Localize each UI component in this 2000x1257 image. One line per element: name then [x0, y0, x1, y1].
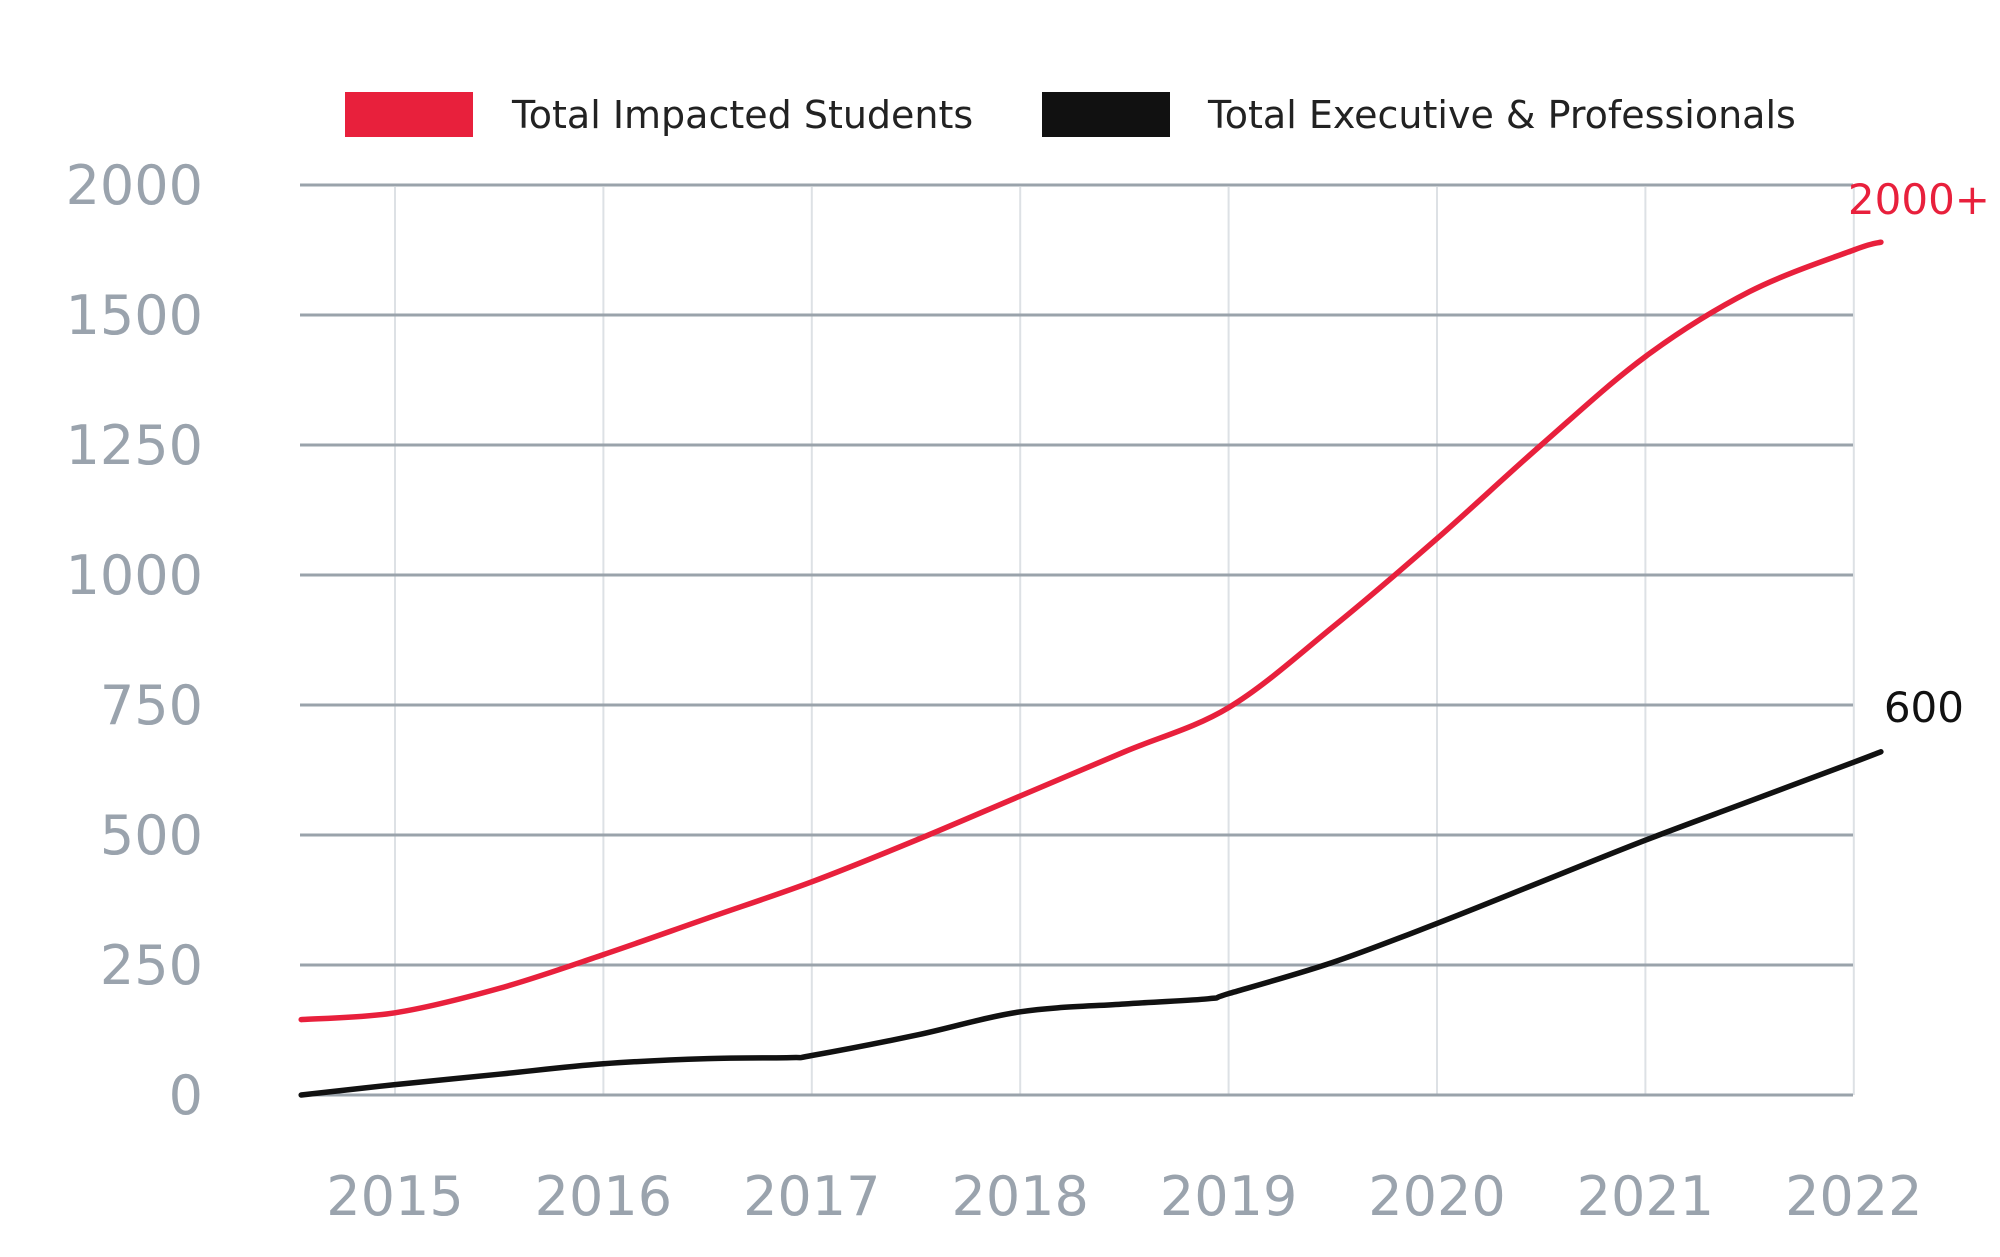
vertical-gridlines	[394, 187, 1855, 1095]
x-tick-label-2022: 2022	[1785, 1165, 1922, 1228]
y-tick-label-750: 750	[100, 674, 203, 737]
legend-label-executive-professionals: Total Executive & Professionals	[1207, 93, 1796, 137]
x-tick-label-2016: 2016	[535, 1165, 672, 1228]
y-tick-label-500: 500	[100, 804, 203, 867]
series-lines	[298, 239, 1884, 1098]
legend-label-impacted-students: Total Impacted Students	[511, 93, 973, 137]
x-tick-label-2021: 2021	[1577, 1165, 1714, 1228]
x-tick-label-2017: 2017	[743, 1165, 880, 1228]
x-tick-label-2020: 2020	[1368, 1165, 1505, 1228]
y-tick-label-0: 0	[169, 1064, 203, 1127]
y-tick-label-250: 250	[100, 934, 203, 997]
x-tick-label-2019: 2019	[1160, 1165, 1297, 1228]
series-line-executive-professionals	[298, 749, 1884, 1098]
end-label-executive-professionals: 600	[1884, 683, 1964, 732]
x-tick-label-2018: 2018	[951, 1165, 1088, 1228]
y-axis-tick-labels: 0 250 500 750 1000 1250 1500 2000	[66, 154, 203, 1127]
x-tick-label-2015: 2015	[326, 1165, 463, 1228]
y-tick-label-1000: 1000	[66, 544, 203, 607]
legend-swatch-executive-professionals	[1042, 92, 1170, 137]
y-tick-label-1250: 1250	[66, 414, 203, 477]
legend: Total Impacted Students Total Executive &…	[345, 92, 1796, 137]
y-tick-label-1500: 1500	[66, 284, 203, 347]
end-labels: 2000+ 600	[1848, 175, 1990, 732]
end-label-impacted-students: 2000+	[1848, 175, 1990, 224]
x-axis-tick-labels: 2015 2016 2017 2018 2019 2020 2021 2022	[326, 1165, 1922, 1228]
y-tick-label-2000: 2000	[66, 154, 203, 217]
series-line-impacted-students	[298, 239, 1884, 1023]
legend-swatch-impacted-students	[345, 92, 473, 137]
horizontal-gridlines	[300, 183, 1853, 1097]
